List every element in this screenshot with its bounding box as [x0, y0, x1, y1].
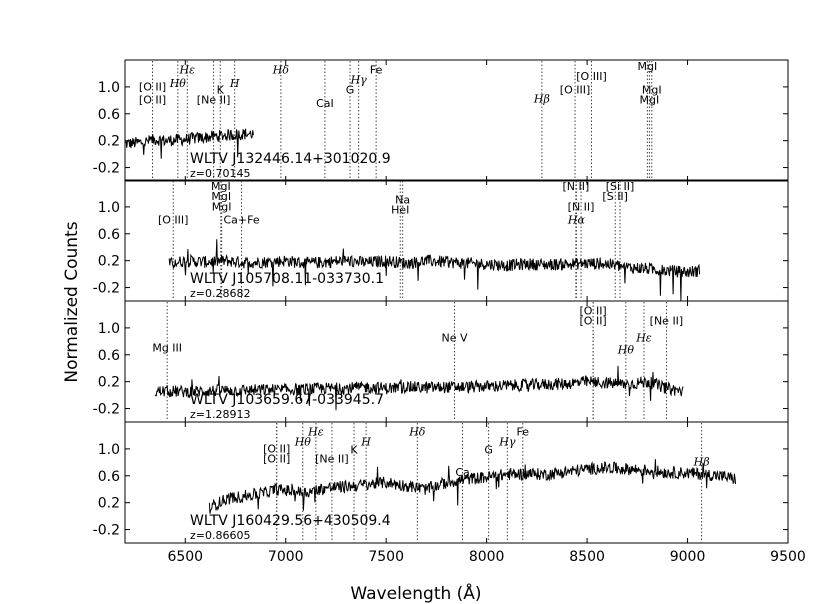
panel-frame — [124, 59, 789, 182]
line-label: Hθ — [169, 77, 187, 90]
line-label: [Si II] — [606, 180, 635, 193]
object-redshift: z=0.86605 — [190, 529, 250, 542]
spectrum-panel: -0.2 0.2 0.6 1.0 Mg III Ne V [O II][O II] [Ne I… — [93, 300, 789, 423]
y-tick-label: 0.2 — [98, 496, 120, 512]
y-tick-label: -0.2 — [93, 161, 120, 177]
line-label: H — [229, 77, 240, 90]
y-tick-label: 0.6 — [98, 348, 120, 364]
x-tick-label: 8500 — [569, 549, 605, 565]
line-label: [O II] — [139, 94, 166, 107]
line-label: Hε — [635, 331, 652, 344]
line-label: G — [346, 84, 355, 97]
x-tick-label: 7000 — [268, 549, 304, 565]
line-label: MgI — [211, 190, 231, 203]
line-label: Ca — [455, 466, 469, 479]
line-label: G — [484, 444, 493, 457]
line-label: Hε — [179, 63, 196, 76]
line-label: [S II] — [602, 190, 628, 203]
y-tick-label: 0.6 — [98, 107, 120, 123]
line-label: [O II] — [580, 304, 607, 317]
line-label: Hγ — [350, 74, 368, 87]
line-label: MgI — [640, 94, 660, 107]
line-label: Hδ — [408, 425, 426, 438]
spectrum-line — [124, 128, 254, 159]
object-name: WLTV J105708.11-033730.1 — [190, 271, 384, 287]
line-label: Ca+Fe — [223, 214, 259, 227]
y-tick-label: 0.2 — [98, 375, 120, 391]
spectrum-panel: -0.20.20.61.0[O III]MgIMgIMgICa+FeNaHeI[… — [93, 179, 789, 302]
line-label: [N II] — [568, 200, 595, 213]
line-label: K — [350, 444, 358, 457]
line-label: HeI — [391, 204, 409, 217]
object-name: WLTV J132446.14+301020.9 — [190, 151, 391, 167]
line-label: [O II] — [580, 315, 607, 328]
object-redshift: z=1.28913 — [190, 408, 250, 421]
x-tick-label: 9000 — [670, 549, 706, 565]
line-label: Hθ — [617, 343, 635, 356]
line-label: Hγ — [498, 436, 516, 449]
y-tick-label: 1.0 — [98, 442, 120, 458]
object-redshift: z=0.28682 — [190, 287, 250, 300]
line-label: [Ne II] — [650, 315, 684, 328]
object-name: WLTV J103659.67-033945.7 — [190, 392, 384, 408]
y-tick-label: 0.6 — [98, 227, 120, 243]
spectrum-line — [208, 459, 737, 514]
line-label: K — [217, 84, 225, 97]
y-axis-title: Normalized Counts — [62, 221, 82, 382]
line-label: Hδ — [272, 63, 290, 76]
y-tick-label: 0.6 — [98, 469, 120, 485]
line-label: Fe — [517, 425, 530, 438]
line-label: Hβ — [533, 92, 550, 105]
object-name: WLTV J160429.56+430509.4 — [190, 513, 391, 529]
y-tick-label: -0.2 — [93, 281, 120, 297]
line-label: MgI — [638, 60, 658, 73]
line-label: [Ne II] — [315, 452, 349, 465]
y-tick-label: 1.0 — [98, 80, 120, 96]
line-label: Hθ — [294, 436, 312, 449]
line-label: H — [360, 436, 371, 449]
line-label: Hβ — [693, 456, 710, 469]
spectrum-line — [154, 365, 684, 411]
y-tick-label: -0.2 — [93, 523, 120, 539]
y-tick-label: 1.0 — [98, 321, 120, 337]
line-label: Hε — [307, 425, 324, 438]
y-tick-label: 1.0 — [98, 200, 120, 216]
line-label: [O III] — [560, 84, 590, 97]
line-label: Na — [395, 194, 410, 207]
y-tick-label: 0.2 — [98, 254, 120, 270]
line-label: [Ne II] — [197, 94, 231, 107]
line-label: [O III] — [158, 214, 188, 227]
line-label: [N II] — [562, 180, 589, 193]
y-tick-label: 0.2 — [98, 134, 120, 150]
line-label: Ne V — [441, 331, 467, 344]
line-label: CaI — [316, 97, 334, 110]
line-label: MgI — [642, 84, 662, 97]
line-label: MgI — [211, 180, 231, 193]
x-tick-label: 6500 — [167, 549, 203, 565]
line-label: [O II] — [263, 452, 290, 465]
line-label: Mg III — [152, 341, 182, 354]
x-tick-label: 9500 — [770, 549, 806, 565]
x-axis-ticks: 6500 7000 7500 8000 8500 9000 9500 — [167, 549, 805, 565]
spectrum-line — [168, 239, 701, 301]
panel-frame — [124, 421, 789, 544]
line-label: MgI — [212, 200, 232, 213]
line-label: [O III] — [576, 70, 606, 83]
line-label: Fe — [370, 63, 383, 76]
y-tick-label: -0.2 — [93, 402, 120, 418]
object-redshift: z=0.70145 — [190, 167, 250, 180]
line-label: Hα — [567, 214, 586, 227]
x-axis-title: Wavelength (Å) — [350, 582, 481, 604]
x-tick-label: 8000 — [469, 549, 505, 565]
x-tick-label: 7500 — [368, 549, 404, 565]
